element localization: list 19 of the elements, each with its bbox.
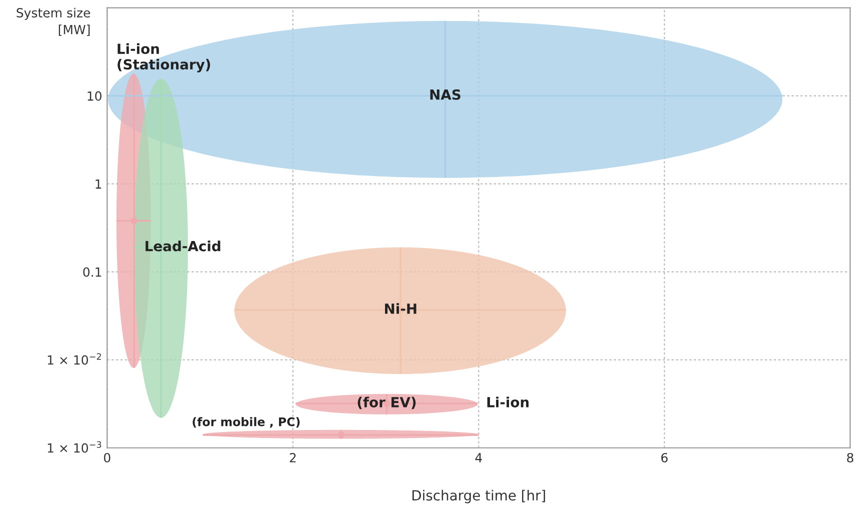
x-tick-label: 4 (475, 453, 482, 462)
x-tick-label: 0 (104, 452, 110, 462)
annotation: Li-ion (Stationary) (118, 43, 210, 72)
y-tick-label: 0.1 (83, 267, 102, 277)
series-label: (for EV) (358, 396, 416, 410)
series-label: Lead-Acid (146, 240, 220, 252)
x-tick-label: 6 (661, 452, 668, 462)
y-tick-label: 10 (88, 91, 102, 101)
y-axis-title: System size [MW] (16, 8, 90, 36)
x-tick-label: 2 (290, 452, 296, 462)
series-label: NAS (430, 89, 460, 100)
x-axis-title: Discharge time [hr] (412, 490, 546, 504)
series-label: Ni-H (385, 303, 416, 314)
y-tick-label: 1 × 10$^{−3}$ (48, 441, 102, 453)
annotation: Li-ion (487, 396, 529, 408)
x-tick-label: 8 (847, 452, 854, 462)
y-tick-label: 1 (96, 179, 102, 189)
y-tick-label: 1 × 10$^{−2}$ (48, 353, 101, 365)
annotation: (for mobile , PC) (192, 417, 300, 428)
